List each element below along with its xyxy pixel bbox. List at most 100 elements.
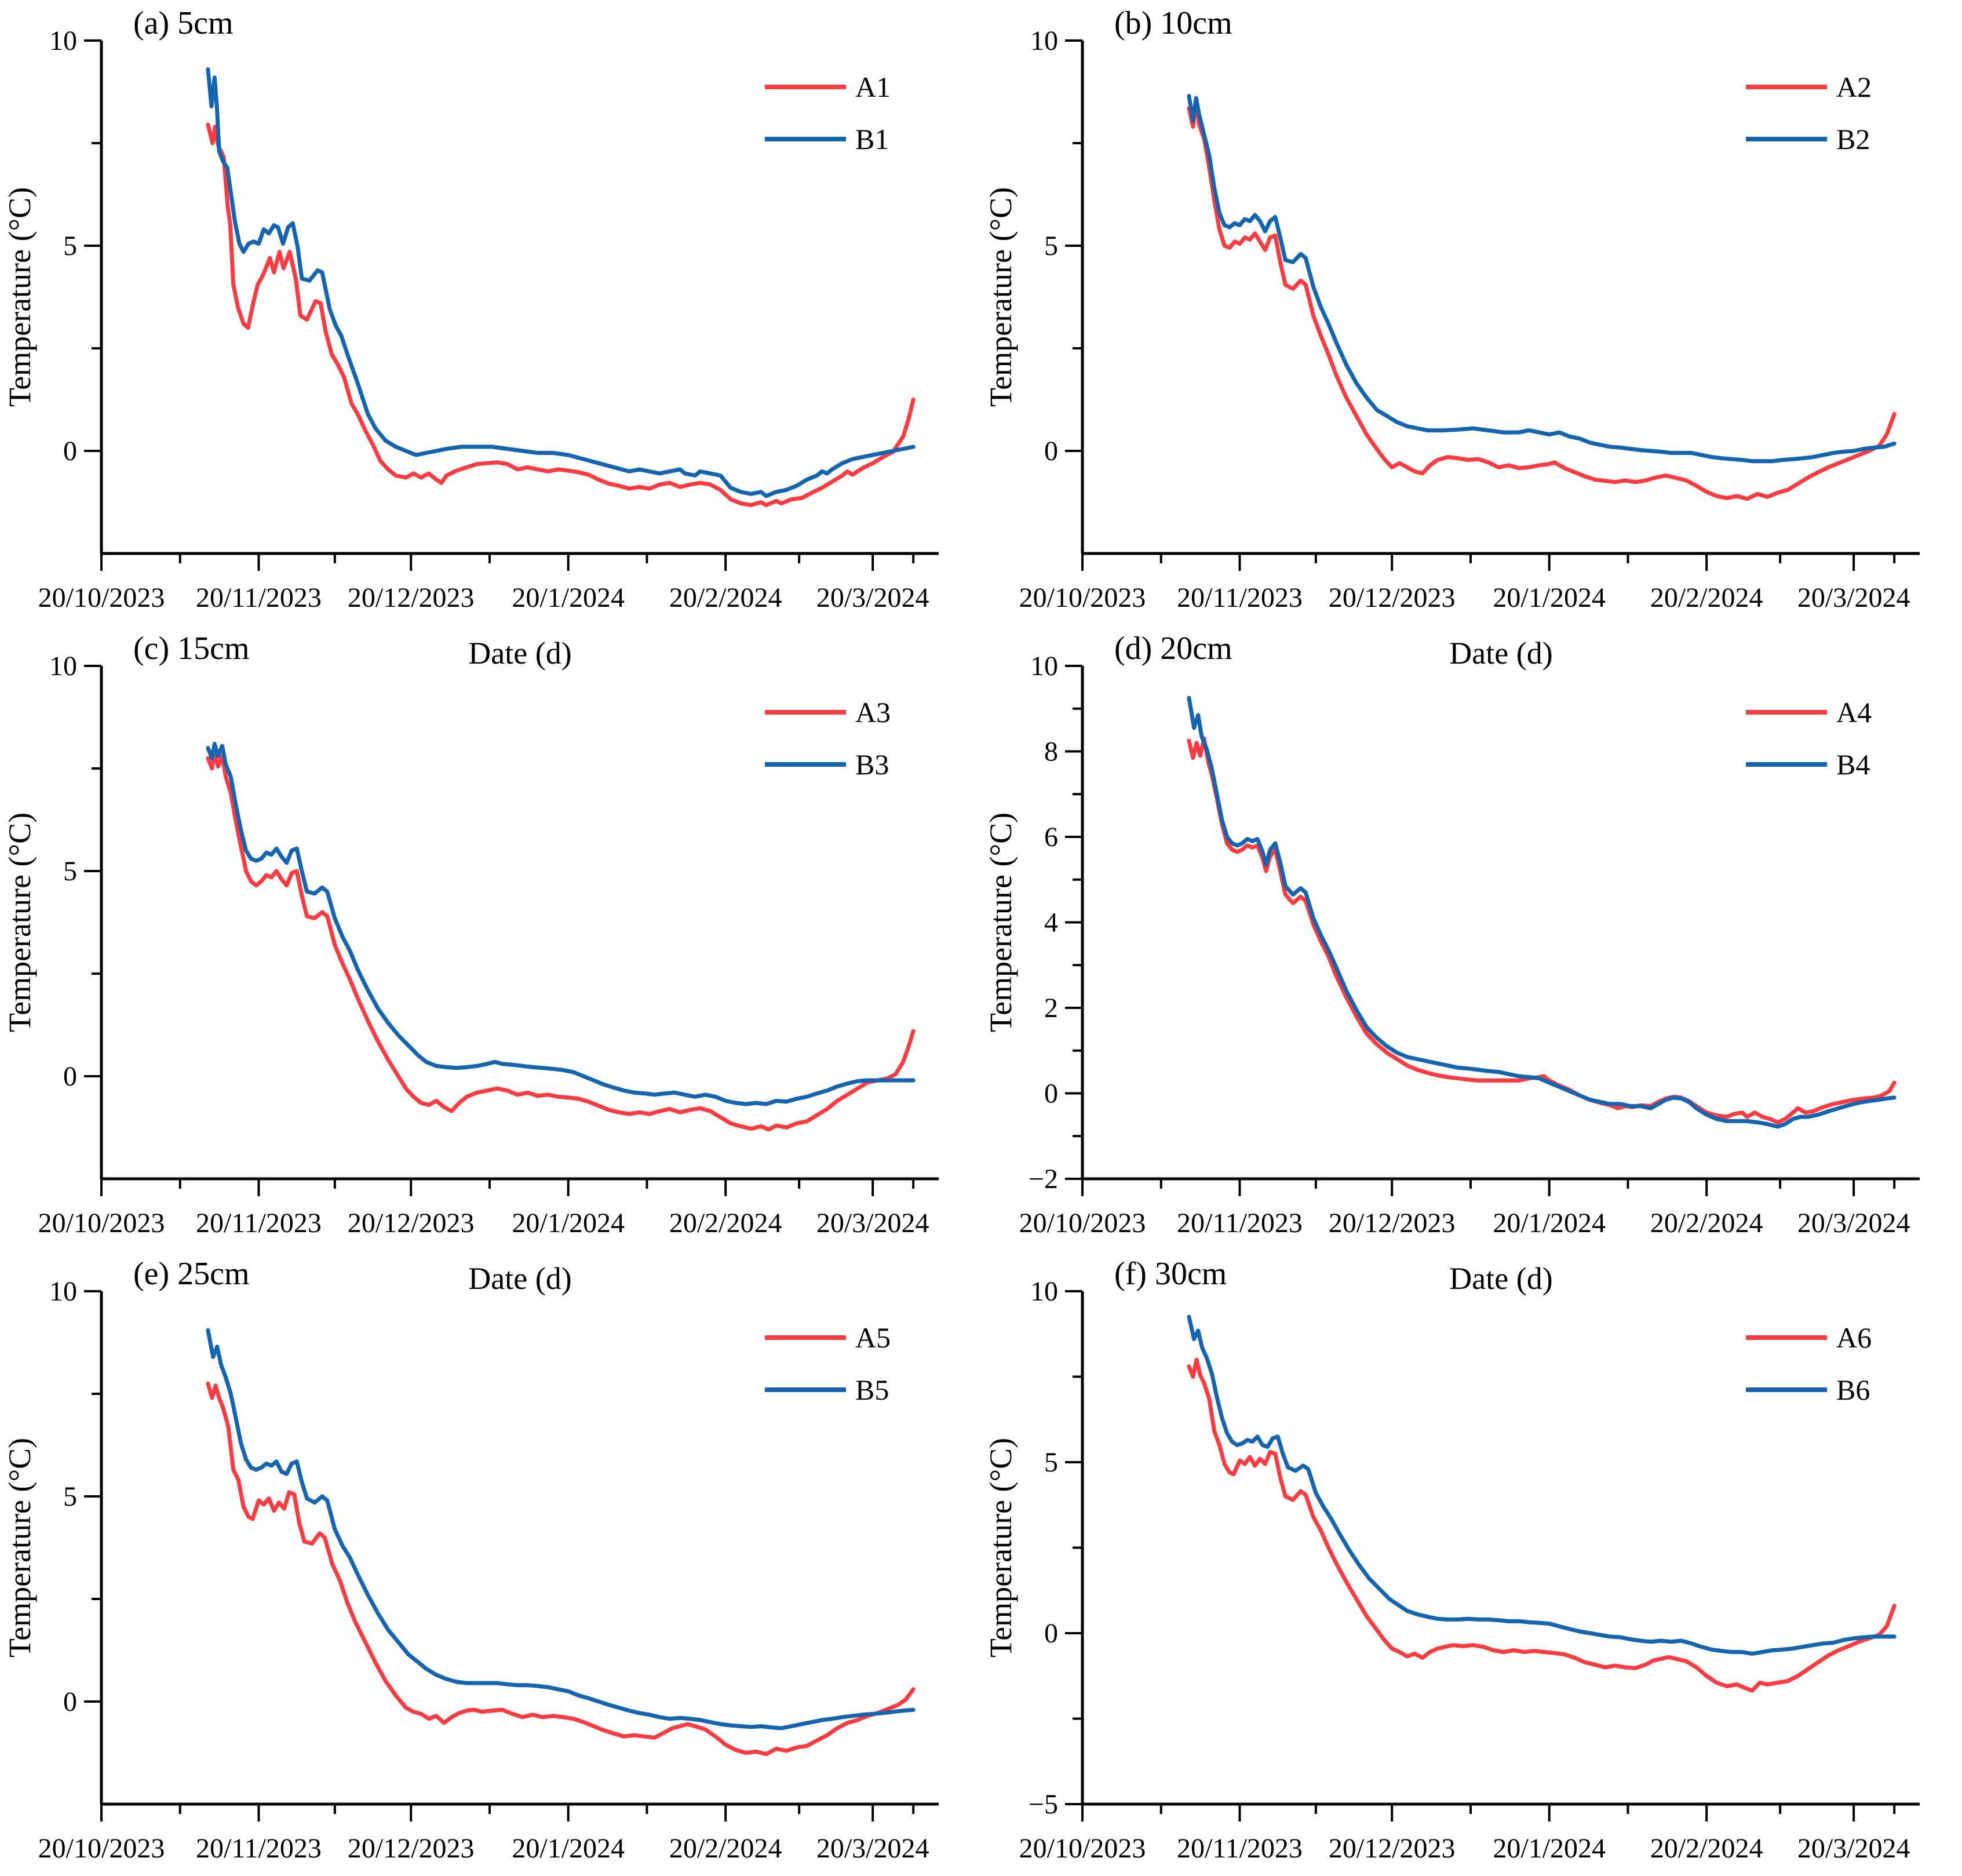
y-tick-label: 0 [63,1686,77,1717]
legend: A2 B2 [1746,71,1872,155]
x-axis-title: Date (d) [1449,636,1552,671]
legend-label-B4: B4 [1836,748,1870,781]
legend-label-A6: A6 [1836,1321,1872,1354]
x-tick-label: 20/3/2024 [1797,1208,1910,1238]
x-tick-label: 20/10/2023 [1019,582,1146,613]
x-axis-title: Date (d) [468,1261,571,1296]
x-tick-label: 20/3/2024 [816,582,929,613]
series-line-B1 [206,67,916,498]
y-tick-label: 0 [63,436,77,467]
y-axis-title: Temperature (°C) [2,1438,37,1658]
x-tick-label: 20/2/2024 [669,1208,782,1238]
x-tick-label: 20/1/2024 [512,1833,625,1864]
legend-label-A2: A2 [1836,71,1872,103]
x-tick-label: 20/11/2023 [196,1833,322,1864]
tick-marks [1065,665,1896,1196]
x-tick-label: 20/10/2023 [1019,1833,1146,1864]
tick-marks [84,1290,915,1822]
x-tick-label: 20/2/2024 [669,582,782,613]
panel-f-30cm: 20/10/2023 20/11/2023 20/12/2023 20/1/2024 2… [981,1251,1962,1876]
y-tick-label: 5 [1044,1447,1058,1478]
panel-d-20cm: 20/10/2023 20/11/2023 20/12/2023 20/1/2024 2… [981,625,1962,1296]
panel-c-15cm: 20/10/2023 20/11/2023 20/12/2023 20/1/2024 2… [0,625,981,1296]
tick-marks [84,39,915,571]
series-line-A1 [206,122,916,507]
x-tick-label: 20/11/2023 [1177,1833,1303,1864]
y-tick-label: 0 [1044,1618,1058,1649]
x-tick-label: 20/3/2024 [1797,1833,1910,1864]
legend: A6 B6 [1746,1321,1872,1406]
y-tick-label: 10 [1030,651,1058,682]
series-lines [1187,695,1897,1129]
x-tick-label: 20/12/2023 [348,1833,475,1864]
legend-label-A4: A4 [1836,696,1872,728]
legend-label-A5: A5 [855,1321,891,1354]
y-tick-label: 10 [1030,26,1058,56]
x-tick-label: 20/3/2024 [816,1208,929,1238]
x-tick-label: 20/12/2023 [1329,1833,1456,1864]
x-tick-label: 20/12/2023 [1329,1208,1456,1238]
series-lines [1187,1314,1897,1693]
series-line-A2 [1187,100,1897,501]
legend-label-B5: B5 [855,1374,889,1406]
series-line-B2 [1187,94,1897,464]
panel-title: (e) 25cm [133,1256,250,1292]
y-tick-label: 5 [63,856,77,887]
series-line-B6 [1187,1314,1897,1656]
series-line-A4 [1187,736,1897,1125]
y-tick-label: 5 [1044,231,1058,261]
x-tick-label: 20/11/2023 [196,582,322,613]
tick-marks [84,665,915,1196]
y-tick-label: 0 [1044,1079,1058,1109]
y-axis-title: Temperature (°C) [983,1438,1018,1658]
panel-chart-25cm: 20/10/2023 20/11/2023 20/12/2023 20/1/2024 2… [2,1256,939,1864]
y-tick-label: 5 [63,231,77,261]
panel-chart-20cm: 20/10/2023 20/11/2023 20/12/2023 20/1/2024 2… [983,631,1920,1296]
panel-b-10cm: 20/10/2023 20/11/2023 20/12/2023 20/1/2024 2… [981,0,1962,671]
series-lines [206,67,916,507]
legend: A3 B3 [765,696,891,781]
series-line-B4 [1187,695,1897,1129]
tick-marks [1065,1290,1896,1822]
panel-chart-15cm: 20/10/2023 20/11/2023 20/12/2023 20/1/2024 2… [2,631,939,1296]
x-tick-label: 20/1/2024 [1493,1208,1606,1238]
y-tick-label: −2 [1029,1164,1058,1194]
axes [100,666,939,1181]
y-axis-title: Temperature (°C) [2,187,37,407]
series-line-B3 [206,742,916,1106]
series-lines [206,742,916,1132]
panel-chart-5cm: 20/10/2023 20/11/2023 20/12/2023 20/1/2024 2… [2,5,939,671]
series-line-A6 [1187,1357,1897,1693]
panel-title: (c) 15cm [133,631,250,666]
y-tick-label: 0 [1044,436,1058,467]
x-tick-label: 20/12/2023 [348,1208,475,1238]
x-tick-label: 20/1/2024 [1493,582,1606,613]
y-tick-label: 10 [49,1276,77,1307]
legend-label-A1: A1 [855,71,891,103]
axes [1081,41,1920,555]
x-tick-label: 20/12/2023 [1329,582,1456,613]
x-tick-label: 20/11/2023 [1177,1208,1303,1238]
legend-label-A3: A3 [855,696,891,728]
legend: A1 B1 [765,71,891,155]
x-tick-label: 20/10/2023 [38,582,165,613]
panel-title: (d) 20cm [1114,631,1232,666]
series-lines [206,1328,916,1757]
series-line-B5 [206,1328,916,1731]
x-tick-label: 20/11/2023 [1177,582,1303,613]
y-tick-label: 4 [1044,908,1058,938]
y-tick-label: 10 [49,26,77,56]
x-tick-label: 20/10/2023 [1019,1208,1146,1238]
axes [1081,666,1920,1181]
series-line-A3 [206,750,916,1132]
panel-a-5cm: 20/10/2023 20/11/2023 20/12/2023 20/1/2024 2… [0,0,981,671]
panel-title: (b) 10cm [1114,5,1232,41]
y-tick-label: 10 [49,651,77,682]
series-line-A5 [206,1381,916,1757]
x-tick-label: 20/3/2024 [816,1833,929,1864]
x-tick-label: 20/2/2024 [1650,582,1763,613]
x-tick-label: 20/12/2023 [348,582,475,613]
y-tick-label: 5 [63,1481,77,1512]
panel-chart-30cm: 20/10/2023 20/11/2023 20/12/2023 20/1/2024 2… [983,1256,1920,1864]
x-tick-label: 20/3/2024 [1797,582,1910,613]
